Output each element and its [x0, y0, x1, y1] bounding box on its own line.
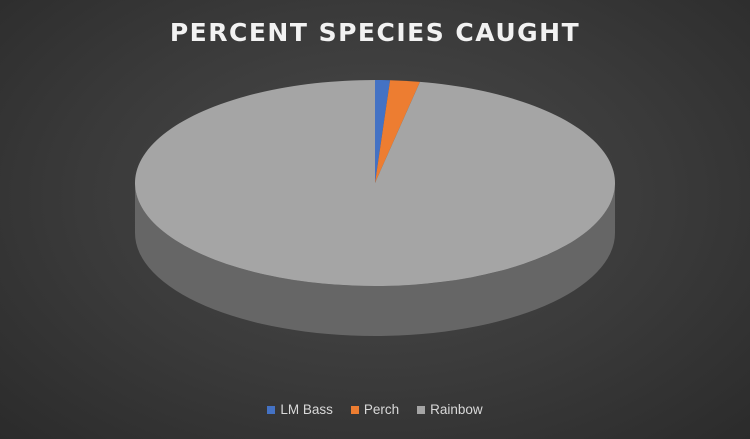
pie-top [135, 80, 616, 286]
pie-side-walls [135, 183, 615, 336]
legend: LM Bass Perch Rainbow [0, 402, 750, 417]
pie-slice-rainbow [135, 80, 616, 286]
legend-swatch-lm-bass [267, 405, 276, 414]
pie-slice-lm-bass [375, 80, 391, 183]
legend-label-lm-bass: LM Bass [280, 402, 333, 417]
legend-swatch-rainbow [417, 405, 426, 414]
pie-side-rainbow [135, 183, 615, 336]
legend-label-perch: Perch [363, 402, 400, 417]
legend-item-perch: Perch [350, 402, 400, 417]
chart-title: PERCENT SPECIES CAUGHT [169, 18, 581, 47]
legend-label-rainbow: Rainbow [430, 402, 483, 417]
legend-swatch-perch [350, 405, 359, 414]
legend-item-lm-bass: LM Bass [267, 402, 333, 417]
legend-item-rainbow: Rainbow [417, 402, 483, 417]
pie-slice-perch [375, 80, 420, 183]
